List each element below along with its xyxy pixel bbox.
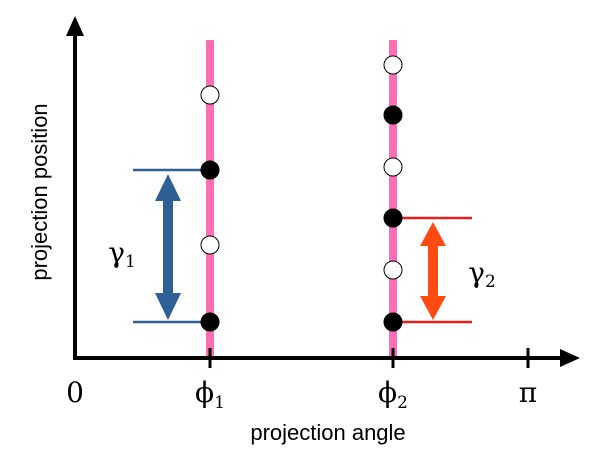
projection-line: [206, 40, 214, 358]
subscript: 1: [125, 252, 136, 272]
sample-filled: [200, 312, 220, 332]
gap-label: γ2: [468, 256, 496, 292]
symbol: π: [519, 376, 537, 409]
symbol: γ: [468, 256, 485, 289]
x-axis-label: projection angle: [250, 420, 405, 445]
sample-empty: [200, 235, 220, 255]
projection-line: [389, 40, 397, 358]
sample-empty: [383, 157, 403, 177]
samples: [200, 55, 403, 332]
symbol: ϕ: [195, 376, 214, 409]
x-tick-label: ϕ2: [378, 376, 408, 413]
x-tick-label: π: [519, 376, 537, 409]
sample-empty: [383, 260, 403, 280]
x-tick-label: ϕ1: [195, 376, 225, 413]
subscript: 2: [397, 393, 408, 413]
symbol: ϕ: [378, 376, 397, 409]
sample-empty: [383, 55, 403, 75]
gap-arrow: [155, 174, 181, 320]
x-tick-label: 0: [66, 376, 84, 409]
sample-empty: [200, 85, 220, 105]
subscript: 1: [214, 393, 225, 413]
sample-filled: [200, 160, 220, 180]
x-axis-arrow: [560, 349, 580, 367]
symbol: γ: [108, 236, 125, 269]
y-axis-label: projection position: [27, 103, 52, 280]
sample-filled: [383, 312, 403, 332]
symbol: 0: [66, 376, 84, 409]
gap-arrow: [420, 222, 446, 320]
sample-filled: [383, 208, 403, 228]
subscript: 2: [485, 272, 496, 292]
y-axis-arrow: [66, 16, 84, 36]
sample-filled: [383, 105, 403, 125]
gap-label: γ1: [108, 236, 136, 272]
